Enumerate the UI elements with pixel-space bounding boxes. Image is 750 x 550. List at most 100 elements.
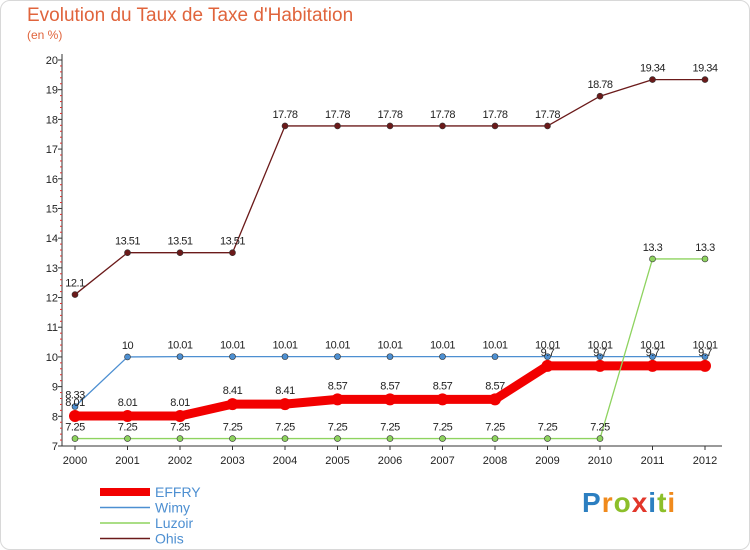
data-point-effry (384, 393, 396, 406)
data-point-luzoir (386, 435, 394, 442)
data-label-wimy: 10.01 (430, 340, 455, 352)
data-label-luzoir: 7.25 (328, 422, 348, 434)
data-point-wimy (439, 353, 446, 360)
data-label-effry: 8.01 (65, 397, 85, 409)
y-tick-label: 7 (52, 441, 58, 453)
data-label-wimy: 8.33 (65, 390, 85, 402)
data-point-luzoir (491, 435, 499, 442)
data-label-ohis: 19.34 (692, 63, 717, 75)
y-tick-label: 16 (46, 174, 58, 186)
data-point-wimy (71, 403, 79, 410)
chart-unit: (en %) (27, 28, 63, 42)
data-point-wimy (386, 353, 394, 360)
series-wimy (71, 353, 709, 410)
x-tick-label: 2012 (693, 455, 717, 467)
data-point-ohis (334, 122, 341, 130)
y-tick-label: 14 (46, 233, 58, 245)
data-point-wimy (701, 353, 709, 360)
data-point-ohis (229, 249, 236, 257)
data-point-luzoir (596, 435, 604, 442)
chart-title: Evolution du Taux de Taxe d'Habitation (27, 5, 354, 26)
data-label-luzoir: 7.25 (65, 422, 85, 434)
data-label-luzoir: 7.25 (118, 422, 138, 434)
data-label-effry: 8.57 (433, 380, 453, 392)
data-point-effry (174, 410, 186, 423)
data-label-ohis: 17.78 (272, 109, 297, 121)
data-point-luzoir (124, 435, 131, 442)
data-label-wimy: 10 (122, 340, 134, 352)
x-tick-label: 2010 (588, 455, 612, 467)
data-label-luzoir: 7.25 (485, 422, 505, 434)
series-effry (69, 359, 711, 423)
data-label-ohis: 13.51 (220, 236, 245, 248)
data-label-wimy: 10.01 (272, 340, 297, 352)
data-point-luzoir (281, 435, 289, 442)
data-label-luzoir: 13.3 (695, 242, 715, 254)
data-point-effry (69, 410, 81, 423)
data-label-wimy: 10.01 (325, 340, 350, 352)
data-point-effry (226, 398, 239, 411)
data-point-ohis (71, 291, 79, 298)
data-label-ohis: 18.78 (587, 79, 612, 91)
data-point-wimy (229, 353, 236, 360)
x-tick-label: 2011 (641, 455, 665, 467)
data-label-wimy: 10.01 (692, 340, 717, 352)
y-tick-label: 20 (46, 55, 58, 67)
y-tick-label: 18 (46, 114, 58, 126)
data-label-ohis: 17.78 (430, 109, 455, 121)
logo-letter: P (582, 487, 602, 518)
data-point-effry (489, 393, 501, 406)
data-label-effry: 8.57 (485, 380, 505, 392)
data-point-ohis (544, 122, 551, 130)
data-label-wimy: 10.01 (482, 340, 507, 352)
x-tick-label: 2003 (220, 455, 244, 467)
data-label-wimy: 10.01 (220, 340, 245, 352)
legend-label-ohis: Ohis (155, 531, 184, 547)
x-tick-label: 2000 (63, 455, 87, 467)
data-point-effry (279, 398, 291, 411)
series-ohis (71, 76, 709, 298)
data-label-ohis: 17.78 (482, 109, 507, 121)
data-label-luzoir: 7.25 (275, 422, 295, 434)
logo-letter: x (631, 487, 649, 518)
x-tick-label: 2008 (483, 455, 507, 467)
data-point-ohis (281, 122, 289, 130)
data-point-wimy (649, 353, 656, 360)
data-point-effry (541, 359, 554, 372)
data-point-luzoir (334, 435, 341, 442)
data-label-ohis: 17.78 (377, 109, 402, 121)
data-label-effry: 8.41 (223, 385, 243, 397)
data-label-ohis: 19.34 (640, 63, 665, 75)
logo-letter: i (667, 487, 677, 518)
data-point-luzoir (229, 435, 236, 442)
data-point-effry (646, 359, 659, 372)
legend-label-effry: EFFRY (155, 484, 201, 500)
data-label-effry: 9.7 (541, 347, 555, 359)
data-label-effry: 9.7 (646, 347, 660, 359)
data-label-effry: 8.01 (118, 397, 138, 409)
x-tick-label: 2007 (430, 455, 454, 467)
logo-letter: i (648, 487, 658, 518)
data-label-effry: 8.57 (380, 380, 400, 392)
x-tick-label: 2004 (273, 455, 297, 467)
legend-label-wimy: Wimy (155, 500, 190, 516)
data-label-wimy: 10.01 (167, 340, 192, 352)
data-label-luzoir: 13.3 (643, 242, 663, 254)
data-point-luzoir (439, 435, 446, 442)
data-label-effry: 8.57 (328, 380, 348, 392)
data-point-luzoir (71, 435, 79, 442)
data-point-luzoir (544, 435, 551, 442)
y-tick-label: 13 (46, 263, 58, 275)
data-label-ohis: 13.51 (167, 236, 192, 248)
data-label-luzoir: 7.25 (433, 422, 453, 434)
legend-label-luzoir: Luzoir (155, 515, 193, 531)
data-label-luzoir: 7.25 (170, 422, 190, 434)
logo-letter: r (601, 487, 614, 518)
data-point-ohis (701, 76, 709, 83)
data-label-ohis: 13.51 (115, 236, 140, 248)
data-point-effry (121, 410, 134, 423)
data-point-wimy (544, 353, 551, 360)
series-luzoir (71, 255, 709, 442)
